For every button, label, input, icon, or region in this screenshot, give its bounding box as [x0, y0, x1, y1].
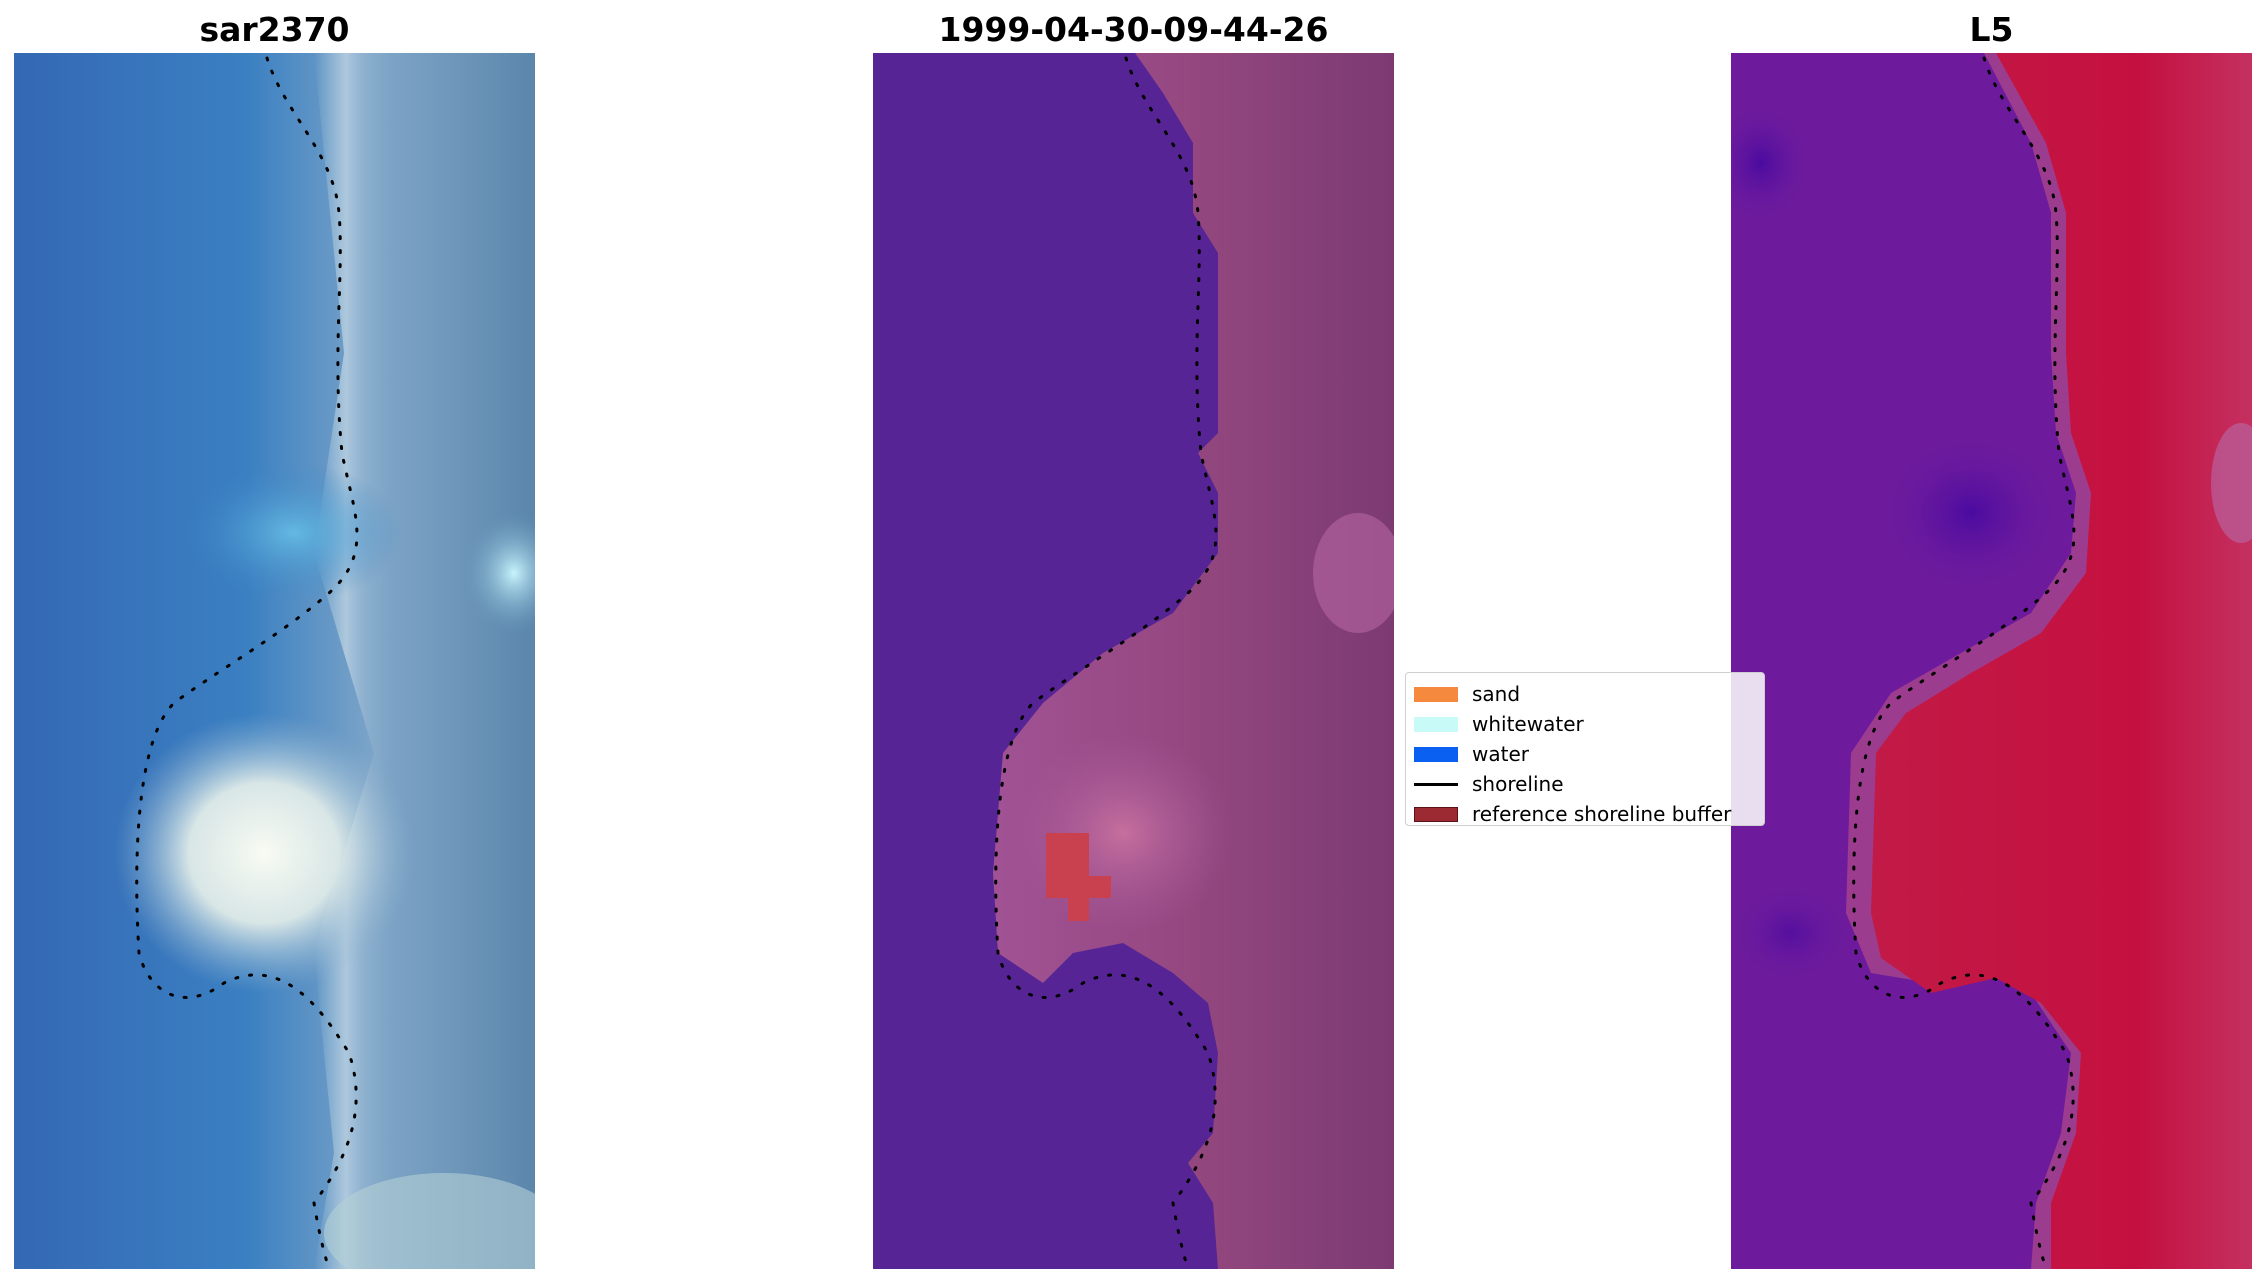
legend-item-water: water [1406, 739, 1764, 769]
legend-item-buffer: reference shoreline buffer [1406, 799, 1764, 825]
legend-item-shoreline: shoreline [1406, 769, 1764, 799]
classified-image [873, 53, 1394, 1269]
panel-title-index: L5 [1969, 10, 2014, 49]
index-image [1731, 53, 2252, 1269]
water-swatch-icon [1414, 746, 1458, 762]
legend: sand whitewater water shoreline referenc… [1405, 672, 1765, 826]
sand-swatch-icon [1414, 686, 1458, 702]
buffer-patch [1046, 833, 1111, 921]
shoreline-line-icon [1414, 782, 1458, 786]
legend-item-sand: sand [1406, 679, 1764, 709]
legend-item-whitewater: whitewater [1406, 709, 1764, 739]
index-image-panel [1731, 53, 2252, 1269]
panel-title-rgb: sar2370 [199, 10, 350, 49]
rgb-image [14, 53, 535, 1269]
panel-title-classified: 1999-04-30-09-44-26 [938, 10, 1329, 49]
buffer-swatch-icon [1414, 806, 1458, 822]
index-high-region [1871, 53, 2252, 1269]
whitewater-swatch-icon [1414, 716, 1458, 732]
classified-image-panel [873, 53, 1394, 1269]
rgb-image-panel [14, 53, 535, 1269]
sand-region [993, 53, 1394, 1269]
